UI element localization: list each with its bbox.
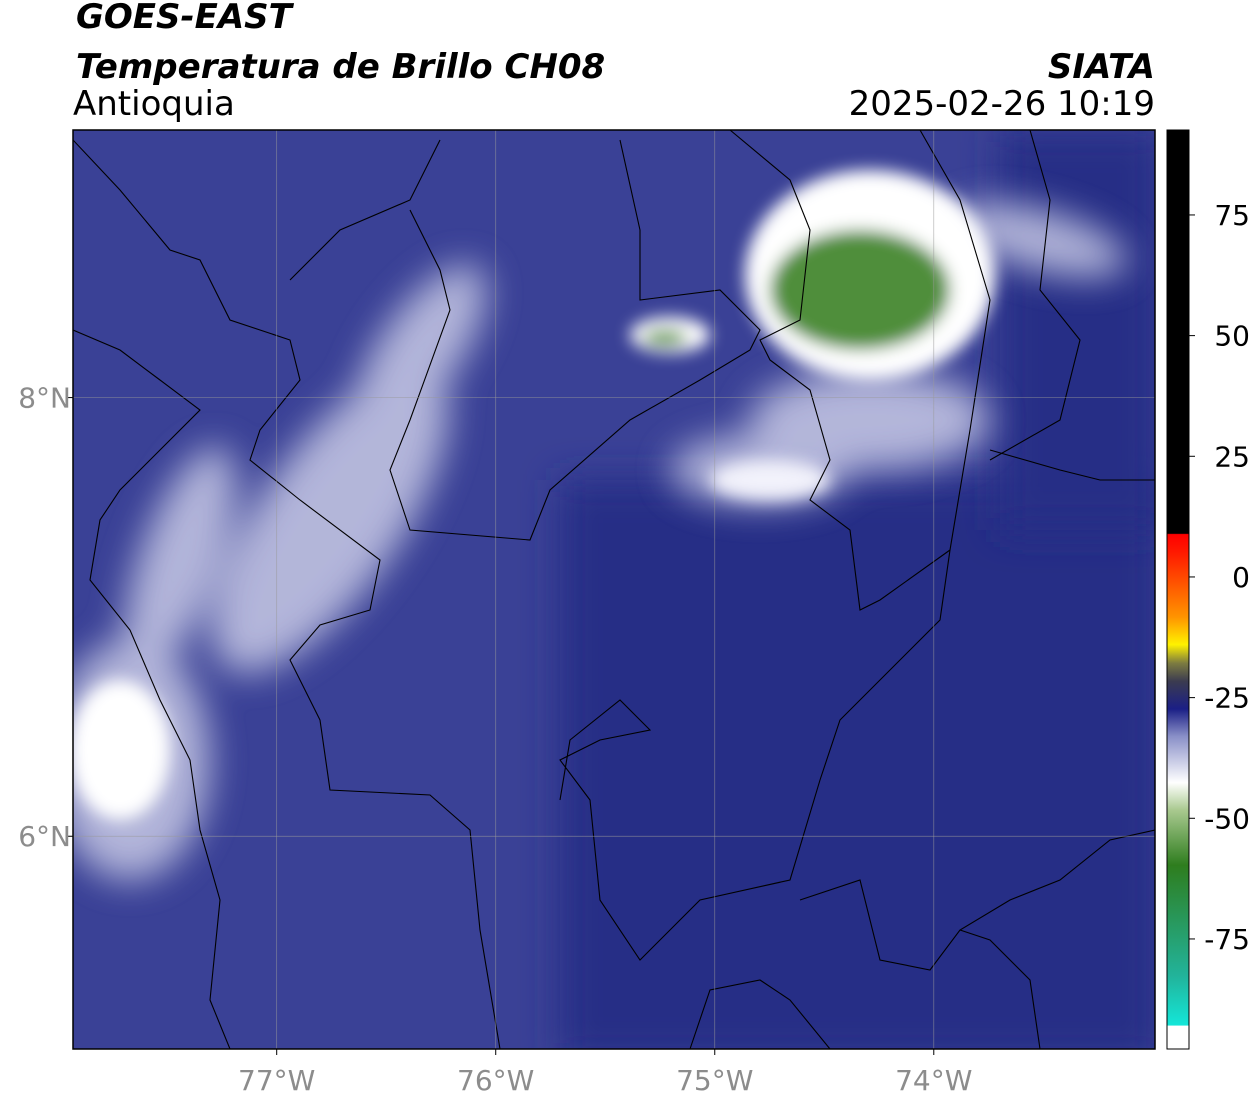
x-tick-label: 75°W <box>676 1064 753 1097</box>
colorbar <box>1166 129 1190 1050</box>
map-frame <box>72 129 1156 1050</box>
x-tick-label: 77°W <box>238 1064 315 1097</box>
colorbar-tick-label: 75 <box>1214 199 1250 232</box>
x-tick-label: 76°W <box>457 1064 534 1097</box>
colorbar-tick-label: -25 <box>1204 682 1250 715</box>
x-tick-label: 74°W <box>895 1064 972 1097</box>
colorbar-tick-label: 0 <box>1232 561 1250 594</box>
satellite-image <box>73 130 1155 1049</box>
colorbar-tick-label: 25 <box>1214 440 1250 473</box>
colorbar-tick-label: -50 <box>1204 802 1250 835</box>
colorbar-tick-label: -75 <box>1204 923 1250 956</box>
region: Antioquia <box>73 84 235 124</box>
subtitle: Temperatura de Brillo CH08 <box>76 47 605 87</box>
borders <box>73 130 1155 1049</box>
source: SIATA <box>1048 47 1155 87</box>
grid <box>73 130 1155 1049</box>
datetime: 2025-02-26 10:19 <box>849 84 1155 124</box>
colorbar-tick-label: 50 <box>1214 320 1250 353</box>
y-tick-label: 8°N <box>18 382 71 415</box>
y-tick-label: 6°N <box>18 820 71 853</box>
title: GOES-EAST <box>76 0 295 37</box>
